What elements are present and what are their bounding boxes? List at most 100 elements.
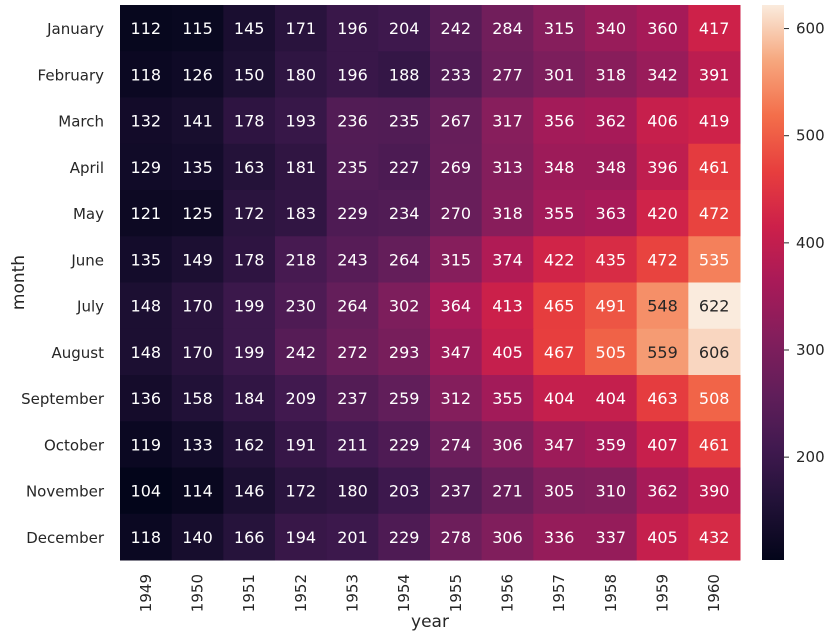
heatmap-cell xyxy=(688,421,741,468)
heatmap-cell xyxy=(481,282,534,330)
heatmap-cell xyxy=(636,282,689,330)
y-tick-labels: January February March April May June July Augu… xyxy=(21,20,105,547)
heatmap-cell xyxy=(326,97,379,145)
cell-value-label: 306 xyxy=(492,528,523,547)
cell-value-label: 559 xyxy=(647,343,678,362)
heatmap-cell xyxy=(171,282,224,330)
x-tick-label: 1952 xyxy=(292,574,310,612)
cell-value-label: 229 xyxy=(389,435,420,454)
heatmap-cell xyxy=(171,51,224,98)
cell-value-label: 158 xyxy=(182,389,213,408)
x-axis-title: year xyxy=(411,612,449,632)
cell-value-label: 413 xyxy=(492,297,523,316)
cell-value-label: 391 xyxy=(699,65,730,84)
x-tick-label: 1949 xyxy=(137,574,155,612)
cell-value-label: 163 xyxy=(234,158,265,177)
cell-value-label: 472 xyxy=(699,204,730,223)
cell-value-label: 355 xyxy=(544,204,575,223)
cell-value-label: 150 xyxy=(234,65,265,84)
heatmap-cell xyxy=(688,143,741,191)
cell-value-label: 422 xyxy=(544,250,575,269)
cell-value-label: 191 xyxy=(286,435,317,454)
heatmap-cell xyxy=(481,421,534,468)
cell-value-label: 348 xyxy=(596,158,627,177)
cell-value-label: 315 xyxy=(544,19,575,38)
y-tick-label: March xyxy=(58,113,104,131)
cell-value-label: 184 xyxy=(234,389,265,408)
heatmap-cell xyxy=(171,513,224,561)
heatmap-cell xyxy=(636,51,689,98)
cell-value-label: 364 xyxy=(441,297,472,316)
heatmap-cell xyxy=(326,5,379,52)
heatmap-cell xyxy=(585,51,638,98)
heatmap-cell xyxy=(688,375,741,422)
cell-value-label: 277 xyxy=(492,65,523,84)
heatmap-cell xyxy=(481,236,534,283)
cell-value-label: 104 xyxy=(131,482,162,501)
cell-value-label: 622 xyxy=(699,297,730,316)
cell-value-label: 149 xyxy=(182,250,213,269)
heatmap-cell xyxy=(378,97,431,145)
heatmap-cell xyxy=(585,467,638,515)
heatmap-cell xyxy=(430,421,483,468)
heatmap-cell xyxy=(120,236,173,283)
cell-value-label: 284 xyxy=(492,19,523,38)
cell-value-label: 235 xyxy=(337,158,368,177)
colorbar-tick-label: 400 xyxy=(796,234,825,252)
cell-value-label: 209 xyxy=(286,389,317,408)
heatmap-cell xyxy=(688,328,741,376)
y-tick-label: September xyxy=(21,390,105,408)
cell-value-label: 148 xyxy=(131,343,162,362)
heatmap-cell xyxy=(326,51,379,98)
heatmap-cell xyxy=(688,190,741,237)
heatmap-cell xyxy=(636,467,689,515)
cell-value-label: 405 xyxy=(492,343,523,362)
cell-value-label: 301 xyxy=(544,65,575,84)
heatmap-cell xyxy=(223,143,276,191)
heatmap-cell xyxy=(430,467,483,515)
cell-value-label: 140 xyxy=(182,528,213,547)
heatmap-cell xyxy=(533,282,586,330)
heatmap-cell xyxy=(636,236,689,283)
cell-value-label: 136 xyxy=(131,389,162,408)
y-axis-title: month xyxy=(9,255,29,310)
x-tick-label: 1956 xyxy=(499,574,517,612)
cell-value-label: 112 xyxy=(131,19,162,38)
heatmap-cell xyxy=(430,328,483,376)
heatmap-cell xyxy=(430,143,483,191)
heatmap-cell xyxy=(171,467,224,515)
heatmap-cell xyxy=(275,467,328,515)
heatmap-cell xyxy=(120,51,173,98)
cell-value-label: 404 xyxy=(544,389,575,408)
heatmap-cell xyxy=(275,236,328,283)
colorbar-tick-label: 600 xyxy=(796,20,825,38)
y-tick-label: October xyxy=(44,436,105,454)
cell-value-label: 535 xyxy=(699,250,730,269)
cell-value-label: 199 xyxy=(234,343,265,362)
heatmap-cell xyxy=(326,143,379,191)
cell-value-label: 337 xyxy=(596,528,627,547)
cell-value-label: 270 xyxy=(441,204,472,223)
cell-value-label: 204 xyxy=(389,19,420,38)
heatmap-cell xyxy=(378,375,431,422)
heatmap-cell xyxy=(533,375,586,422)
cell-value-label: 360 xyxy=(647,19,678,38)
y-tick-label: February xyxy=(38,66,105,84)
heatmap-cell xyxy=(120,513,173,561)
heatmap-cell xyxy=(275,97,328,145)
heatmap-cell xyxy=(120,143,173,191)
cell-value-label: 243 xyxy=(337,250,368,269)
heatmap-cell xyxy=(275,51,328,98)
heatmap-cell xyxy=(171,375,224,422)
heatmap-cell xyxy=(585,328,638,376)
cell-value-label: 310 xyxy=(596,482,627,501)
heatmap-cell xyxy=(585,375,638,422)
heatmap-cell xyxy=(223,421,276,468)
cell-value-label: 359 xyxy=(596,435,627,454)
cell-value-label: 211 xyxy=(337,435,368,454)
heatmap-cell xyxy=(585,97,638,145)
heatmap-cell xyxy=(223,51,276,98)
cell-value-label: 229 xyxy=(337,204,368,223)
heatmap-cell xyxy=(430,282,483,330)
cell-value-label: 133 xyxy=(182,435,213,454)
